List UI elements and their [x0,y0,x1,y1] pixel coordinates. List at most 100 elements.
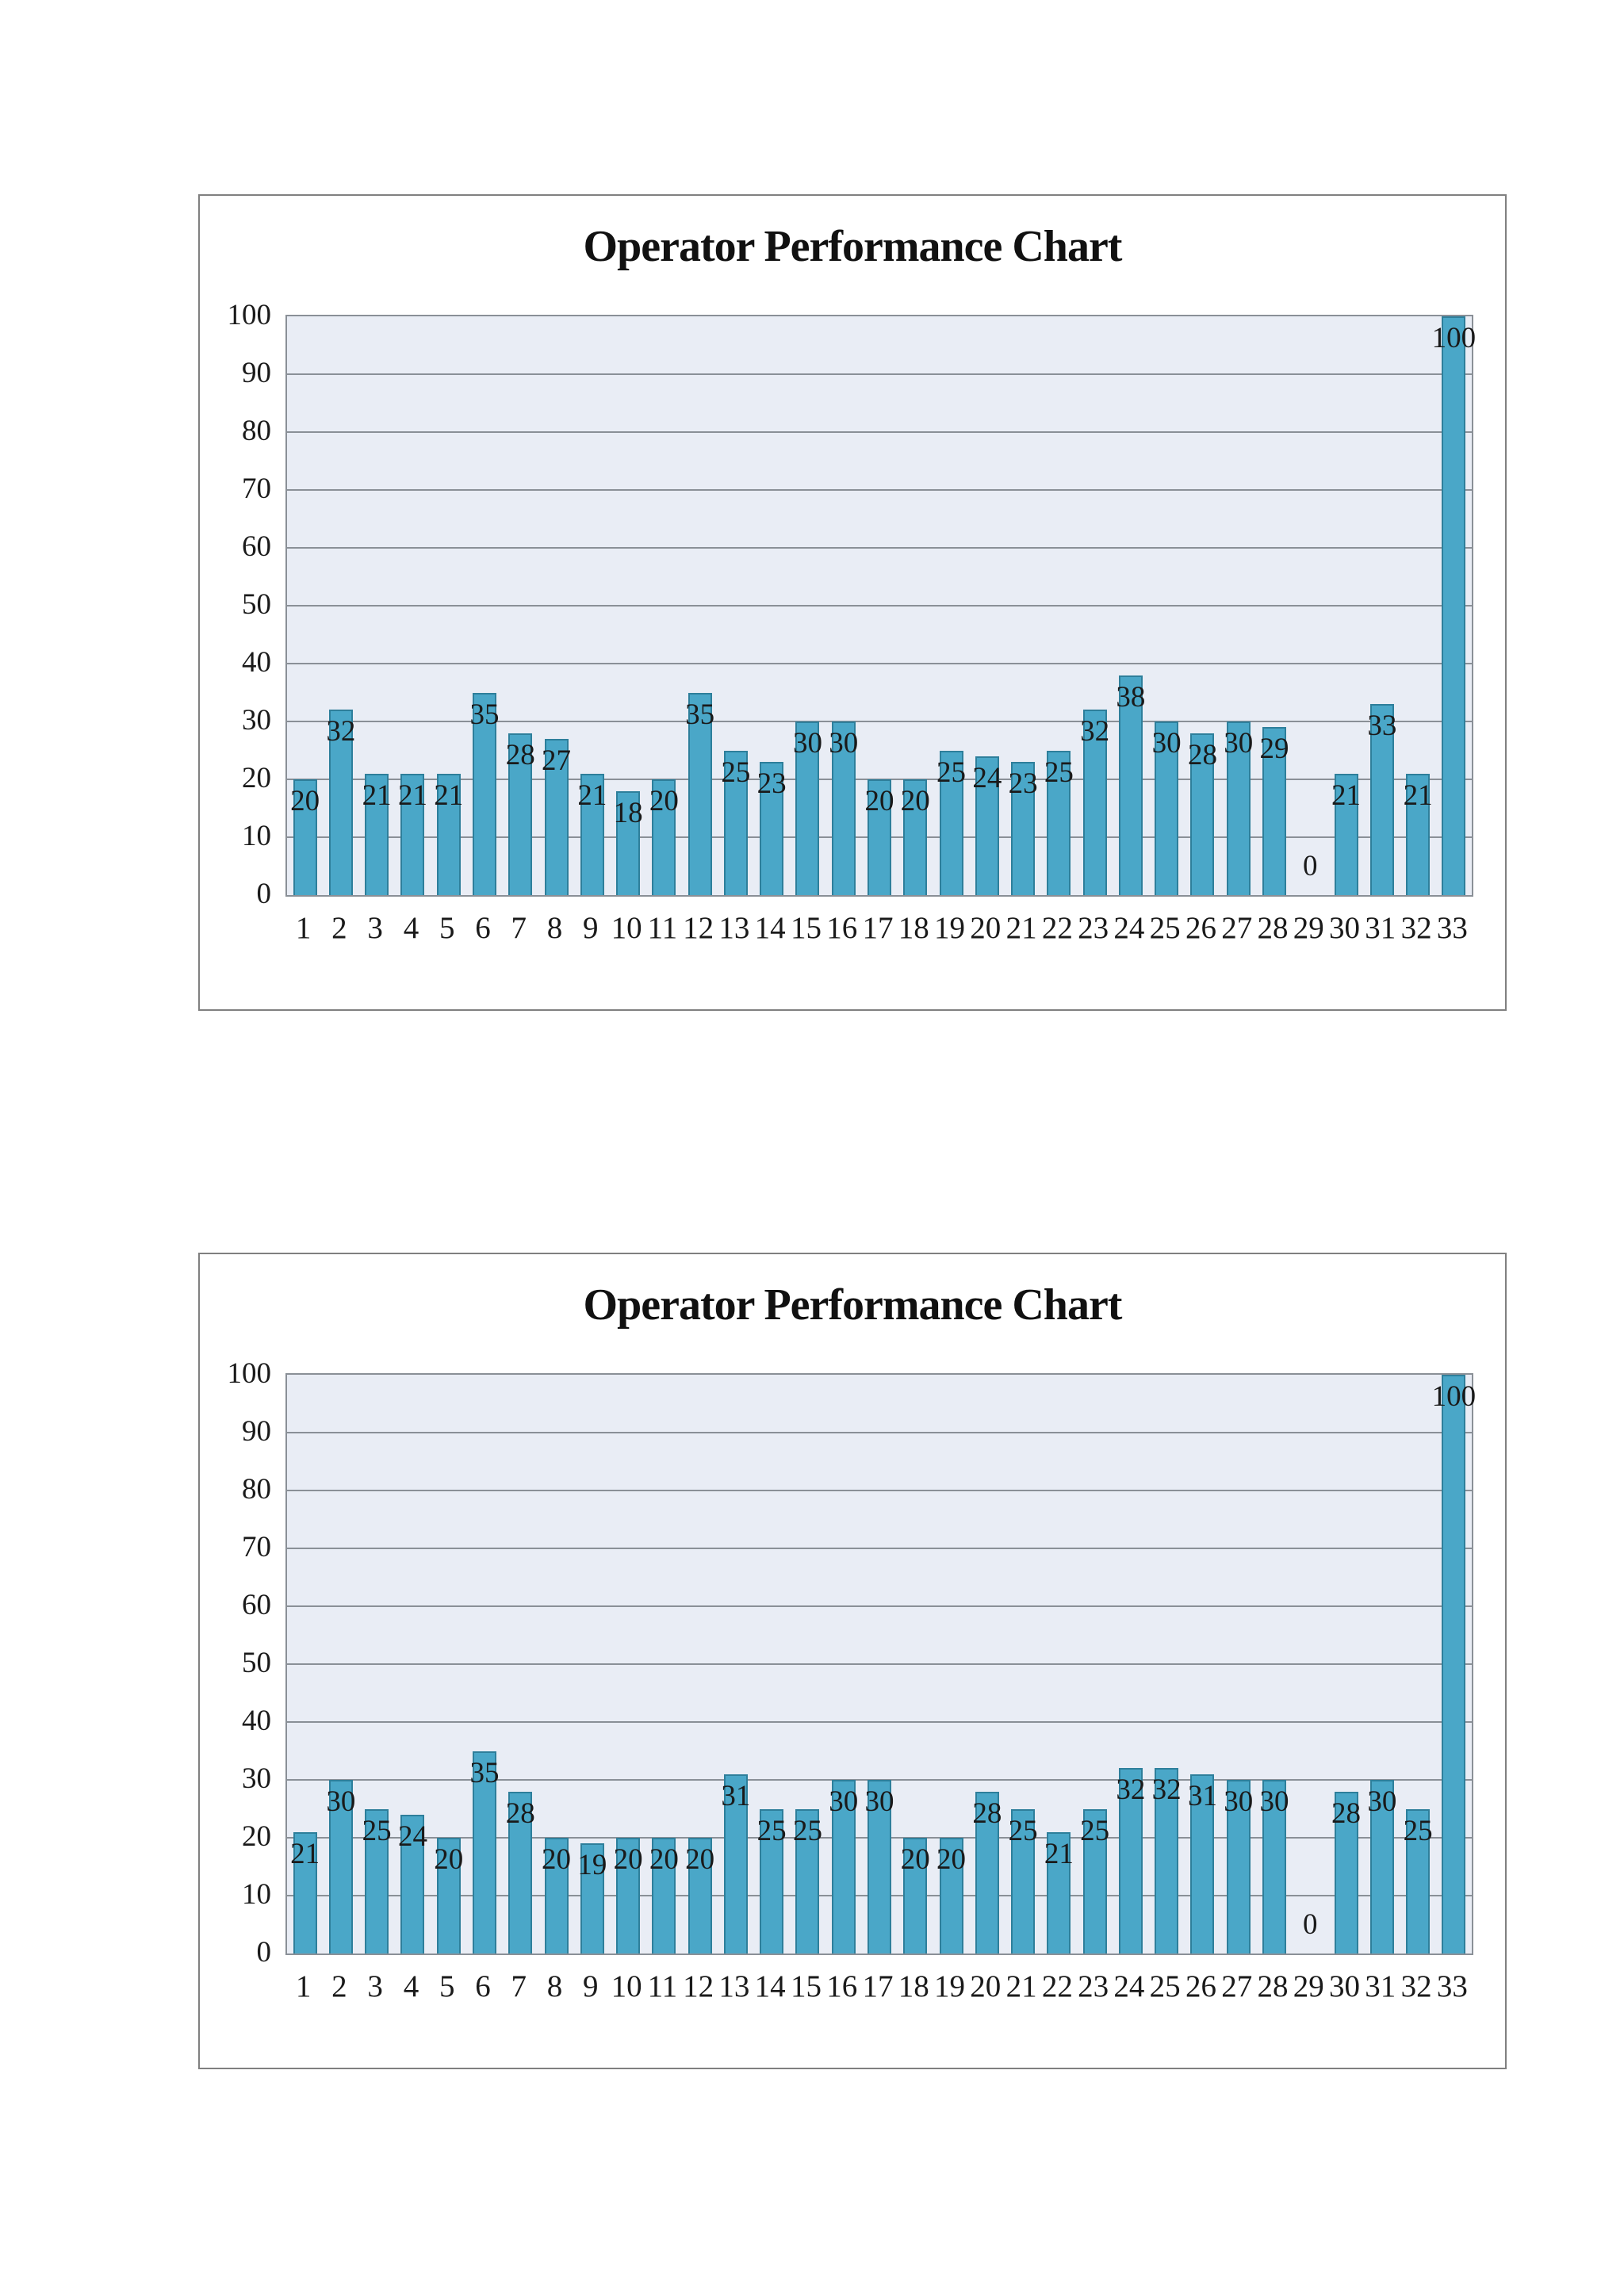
bar-value-label: 30 [864,1785,894,1818]
y-tick-label: 40 [242,1705,271,1737]
bar-value-label: 31 [721,1779,751,1812]
bar [328,1780,353,1954]
x-tick-label: 23 [1078,1969,1109,2003]
bar [365,1808,389,1954]
bar [831,721,856,895]
bar-value-label: 23 [1008,767,1038,801]
y-tick-label: 40 [242,646,271,679]
bar-value-label: 25 [1044,756,1074,789]
y-tick-label: 20 [242,762,271,794]
gridline [287,489,1472,491]
x-tick-label: 4 [403,911,419,945]
bar-value-label: 20 [936,1843,967,1876]
x-tick-label: 11 [647,911,678,945]
bar [436,773,461,895]
bar [293,779,317,895]
bar-value-label: 35 [685,698,715,731]
bar [1047,1831,1071,1954]
bar-value-label: 32 [1116,1774,1146,1807]
bar-value-label: 33 [1367,710,1397,743]
y-tick-label: 30 [242,704,271,737]
x-tick-label: 6 [475,911,491,945]
x-tick-label: 30 [1329,911,1361,945]
bar-value-label: 30 [792,727,822,760]
y-tick-label: 60 [242,1589,271,1621]
bar [652,1838,676,1954]
bar [868,779,891,895]
bar-value-label: 32 [326,715,356,748]
bar-value-label: 25 [792,1814,822,1847]
bar [616,1838,641,1954]
bar-value-label: 32 [1080,715,1110,748]
bar [508,733,533,895]
gridline [287,547,1472,549]
bar [616,790,641,895]
chart-1-plot-area: 20 32 21 21 21 35 28 27 21 18 20 35 25 23 30 30 20 20 25 24… [285,315,1476,897]
bar [1406,1808,1431,1954]
x-tick-label: 5 [439,1969,455,2003]
bar-value-label: 100 [1431,322,1477,354]
bar-value-label: 24 [972,761,1002,794]
bar-value-label: 27 [542,744,572,777]
bar [975,756,999,895]
y-tick-label: 100 [227,299,272,331]
x-tick-label: 2 [331,1969,347,2003]
x-tick-label: 22 [1041,1969,1073,2003]
x-tick-label: 6 [475,1969,491,2003]
x-tick-label: 16 [826,911,858,945]
x-tick-label: 25 [1149,1969,1181,2003]
x-tick-label: 33 [1436,911,1468,945]
bar [939,1838,963,1954]
x-tick-label: 4 [403,1969,419,2003]
y-tick-label: 100 [227,1357,272,1390]
x-tick-label: 9 [583,911,599,945]
bar [1334,773,1358,895]
x-tick-label: 12 [683,911,714,945]
x-tick-label: 28 [1257,911,1289,945]
bar-value-label: 31 [1187,1779,1217,1812]
x-tick-label: 1 [295,911,312,945]
bar [1442,316,1466,895]
x-tick-label: 31 [1365,911,1396,945]
x-tick-label: 26 [1185,1969,1216,2003]
x-tick-label: 25 [1149,911,1181,945]
chart-2-plot-area: 21 30 25 24 20 35 28 20 19 20 20 20 31 25 25 30 30 20 20 28… [285,1373,1476,1955]
x-tick-label: 16 [826,1969,858,2003]
x-tick-label: 33 [1436,1969,1468,2003]
bar [1011,762,1036,895]
bar [328,710,353,895]
y-tick-label: 70 [242,473,271,505]
x-tick-label: 28 [1257,1969,1289,2003]
y-tick-label: 10 [242,1878,271,1911]
bar [723,1774,748,1954]
x-tick-label: 15 [790,1969,822,2003]
x-tick-label: 5 [439,911,455,945]
x-tick-label: 15 [790,911,822,945]
bar [400,773,425,895]
bar [903,779,928,895]
bar [1226,721,1251,895]
bar [1118,1768,1143,1954]
y-tick-label: 80 [242,415,271,447]
x-tick-label: 19 [934,911,966,945]
bar-value-label: 29 [1259,733,1289,766]
chart-2-title: Operator Performance Chart [583,1280,1123,1330]
x-tick-label: 32 [1400,911,1432,945]
bar-value-label: 20 [290,785,320,817]
bar-value-label: 30 [1224,1785,1254,1818]
x-tick-label: 8 [546,911,563,945]
x-tick-label: 17 [862,911,894,945]
y-tick-label: 50 [242,1647,271,1679]
bar [544,738,569,895]
bar-value-label: 0 [1303,1908,1318,1941]
x-tick-label: 18 [898,911,929,945]
x-tick-label: 24 [1113,911,1145,945]
x-tick-label: 1 [295,1969,312,2003]
chart-1-frame: Operator Performance Chart 20 32 21 21 21 35 2… [198,194,1507,1011]
bar [544,1838,569,1954]
gridline [287,373,1472,375]
bar [723,750,748,895]
bar [1406,773,1431,895]
x-tick-label: 27 [1221,911,1253,945]
